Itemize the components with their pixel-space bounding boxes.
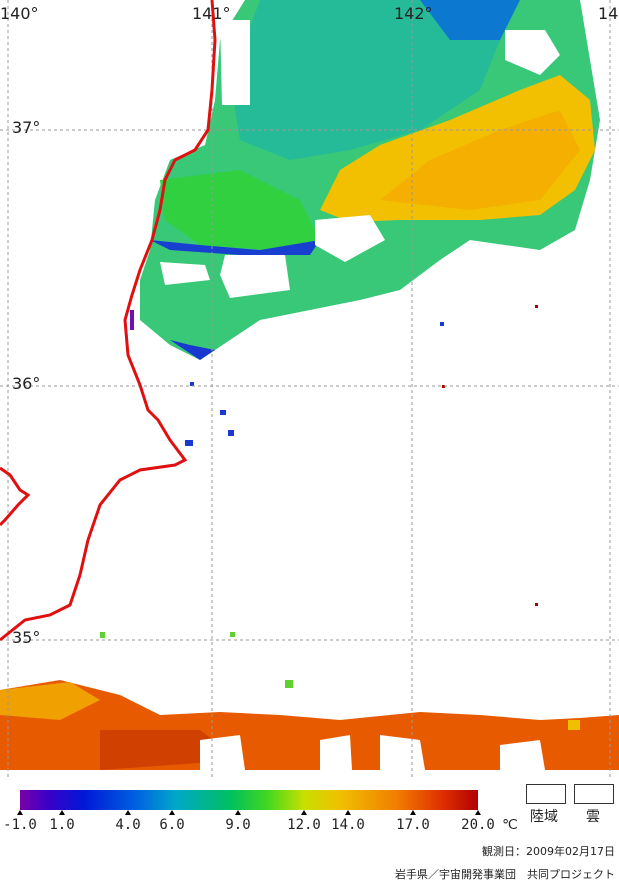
colorbar-tick-label: 9.0 <box>225 817 251 833</box>
colorbar-tick-label: 17.0 <box>396 817 430 833</box>
colorbar-tick-label: 14.0 <box>331 817 365 833</box>
lon-label-142: 142° <box>394 4 433 23</box>
colorbar-unit: ℃ <box>502 817 518 833</box>
colorbar-tick-label: 20.0 <box>461 817 495 833</box>
cloud-legend-label: 雲 <box>586 809 600 825</box>
colorbar-tick-label: 1.0 <box>49 817 75 833</box>
colorbar-tick-mark <box>301 810 307 815</box>
colorbar-tick-mark <box>17 810 23 815</box>
sea-surface-temperature-map <box>0 0 619 780</box>
lon-label-143: 143° <box>598 4 619 23</box>
land-legend-label: 陸域 <box>530 809 558 825</box>
colorbar-tick-mark <box>235 810 241 815</box>
graticule <box>0 0 619 780</box>
colorbar-tick-label: 4.0 <box>115 817 141 833</box>
lat-label-35: 35° <box>12 628 41 647</box>
temperature-colorbar <box>20 790 478 810</box>
colorbar-tick-mark <box>125 810 131 815</box>
lat-label-36: 36° <box>12 374 41 393</box>
colorbar-tick-mark <box>59 810 65 815</box>
colorbar-tick-label: -1.0 <box>3 817 37 833</box>
coastline-islet <box>0 466 31 527</box>
lon-label-140: 140° <box>0 4 39 23</box>
sst-field <box>0 0 619 770</box>
credit-line: 岩手県／宇宙開発事業団 共同プロジェクト <box>395 868 615 881</box>
colorbar-tick-label: 6.0 <box>159 817 185 833</box>
observation-date: 観測日：2009年02月17日 <box>482 845 615 858</box>
coastline <box>0 0 217 642</box>
land-legend-swatch <box>526 784 566 804</box>
lon-label-141: 141° <box>192 4 231 23</box>
colorbar-tick-mark <box>345 810 351 815</box>
colorbar-tick-label: 12.0 <box>287 817 321 833</box>
colorbar-tick-mark <box>169 810 175 815</box>
colorbar-tick-mark <box>475 810 481 815</box>
lat-label-37: 37° <box>12 118 41 137</box>
colorbar-tick-mark <box>410 810 416 815</box>
cloud-legend-swatch <box>574 784 614 804</box>
